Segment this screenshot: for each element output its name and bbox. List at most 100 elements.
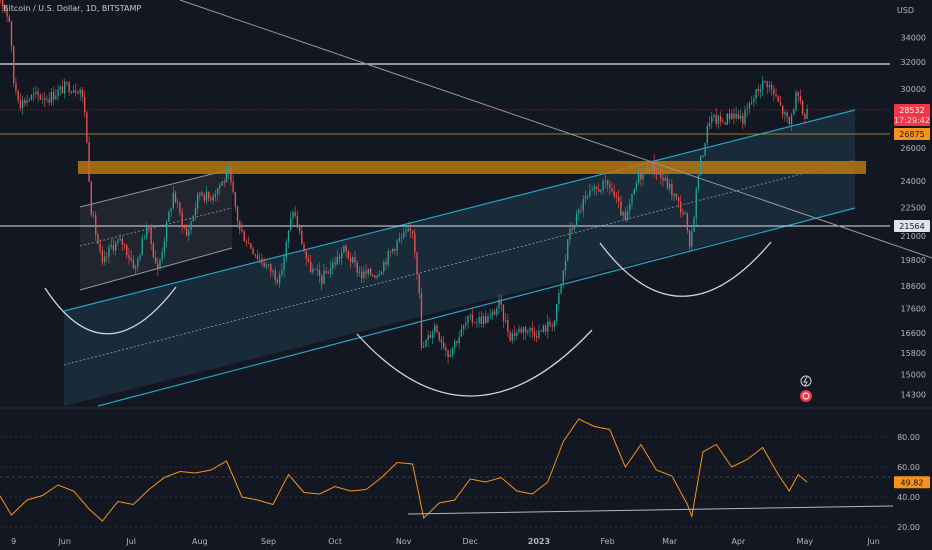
candle-body [666, 178, 669, 189]
candle-body [423, 346, 425, 348]
candle-body [560, 283, 562, 294]
candle-body [520, 328, 522, 333]
candle-body [389, 250, 392, 252]
candle-body [434, 325, 436, 333]
time-tick-label: Apr [731, 537, 746, 546]
candle-body [276, 279, 279, 283]
candle-body [296, 215, 299, 228]
candle-body [700, 156, 702, 175]
candle-body [208, 191, 210, 199]
candle-body [719, 116, 722, 122]
candle-body [416, 252, 418, 275]
price-tick-label: 30000 [901, 85, 926, 94]
candle-body [600, 189, 602, 192]
candle-body [671, 183, 673, 196]
candle-body [569, 228, 571, 240]
candle-body [15, 82, 17, 91]
chart-title: Bitcoin / U.S. Dollar, 1D, BITSTAMP [3, 4, 141, 13]
candle-body [230, 168, 232, 182]
candle-body [642, 171, 644, 180]
candle-body [724, 122, 726, 125]
candle-body [733, 113, 735, 119]
candle-body [225, 172, 228, 183]
candle-body [680, 201, 682, 213]
candle-body [547, 321, 549, 332]
candle-body [427, 334, 429, 341]
candle-body [298, 227, 301, 231]
candle-body [646, 167, 649, 174]
channel-median-line [63, 159, 856, 366]
candle-body [631, 194, 633, 204]
interval-label[interactable]: 1D [85, 4, 97, 13]
candle-body [292, 212, 294, 219]
symbol-name[interactable]: Bitcoin / U.S. Dollar [3, 4, 81, 13]
candle-body [41, 98, 44, 100]
candle-body [30, 94, 33, 100]
candle-body [598, 189, 600, 192]
candle-body [332, 262, 334, 269]
candle-body [121, 238, 123, 244]
candle-body [655, 172, 658, 175]
candle-body [476, 322, 478, 324]
candle-body [757, 89, 759, 92]
oscillator-line [0, 418, 808, 522]
candle-body [629, 203, 631, 211]
candle-body [578, 209, 580, 214]
time-tick-label: Jun [57, 537, 71, 546]
candle-body [593, 186, 595, 190]
time-axis[interactable]: 9 Jun Jul Aug Sep Oct Nov Dec 2023 Feb Mar Apr May Ju… [11, 537, 880, 546]
candle-body [196, 194, 199, 209]
lightning-event-icon[interactable] [800, 375, 812, 387]
candle-body [584, 196, 587, 199]
candle-body [420, 292, 423, 348]
candle-body [243, 231, 245, 242]
candle-body [411, 230, 414, 234]
candle-body [110, 244, 112, 247]
candle-body [407, 228, 409, 232]
candle-body [347, 251, 350, 259]
candle-body [471, 314, 474, 323]
candle-body [462, 325, 465, 329]
candle-body [695, 188, 697, 218]
candle-body [405, 231, 407, 233]
resistance-zone [78, 161, 866, 174]
candle-body [239, 220, 241, 230]
candle-body [117, 240, 119, 244]
price-tick-label: 16600 [901, 329, 926, 338]
candle-body [507, 320, 509, 333]
candle-body [653, 161, 655, 173]
candle-body [272, 270, 274, 272]
candle-body [39, 95, 41, 99]
candle-body [376, 276, 378, 278]
candle-body [529, 327, 531, 331]
channel-upper-line [63, 109, 856, 312]
candle-body [6, 9, 8, 17]
candle-body [137, 259, 139, 267]
candle-body [57, 89, 59, 97]
candle-body [95, 215, 97, 235]
candle-body [620, 201, 622, 216]
candle-body [90, 181, 92, 215]
candle-body [702, 155, 704, 157]
candle-body [697, 174, 700, 189]
oscillator-axis[interactable]: 80.00 60.00 40.00 20.00 [897, 433, 920, 532]
time-tick-label: Mar [662, 537, 678, 546]
news-event-icon[interactable] [800, 390, 812, 402]
candle-body [19, 100, 22, 109]
title-separator-2: , [96, 4, 102, 13]
candle-body [613, 191, 615, 196]
candle-body [223, 181, 225, 183]
candle-body [454, 341, 456, 348]
price-tick-label: 34000 [901, 33, 926, 42]
candle-body [46, 99, 48, 101]
candle-body [274, 270, 276, 280]
candle-body [575, 213, 578, 227]
level-1-tag-text: 26875 [899, 130, 924, 139]
candle-body [336, 256, 338, 265]
candle-body [13, 46, 15, 83]
candle-body [312, 268, 314, 273]
candle-body [318, 269, 321, 276]
candle-body [799, 95, 802, 101]
candle-body [728, 113, 731, 120]
